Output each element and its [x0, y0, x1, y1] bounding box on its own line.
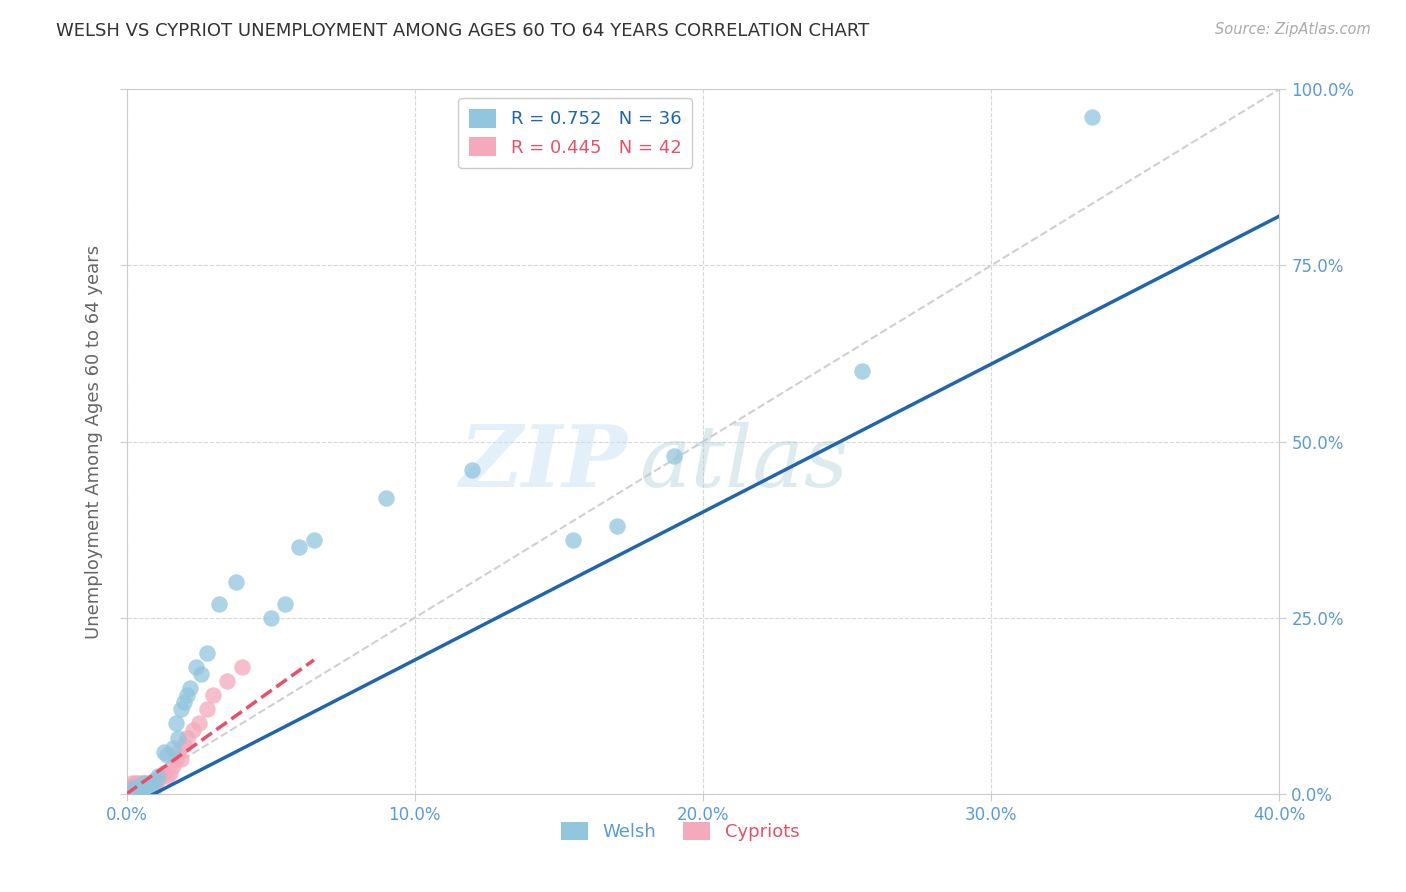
Point: [132, 776, 155, 790]
Point: [156, 769, 179, 783]
Point: [124, 780, 146, 794]
Point: [153, 765, 176, 780]
Point: [664, 449, 686, 463]
Point: [124, 783, 146, 797]
Point: [173, 695, 195, 709]
Point: [118, 780, 141, 794]
Point: [184, 660, 207, 674]
Point: [170, 702, 193, 716]
Point: [167, 731, 190, 745]
Point: [176, 688, 198, 702]
Point: [124, 776, 146, 790]
Point: [153, 745, 176, 759]
Point: [202, 688, 225, 702]
Point: [162, 758, 184, 772]
Point: [195, 702, 218, 716]
Point: [181, 723, 204, 738]
Point: [187, 716, 209, 731]
Point: [148, 772, 170, 787]
Point: [129, 776, 152, 790]
Point: [145, 780, 166, 794]
Point: [302, 533, 325, 548]
Point: [121, 780, 143, 794]
Point: [156, 748, 179, 763]
Point: [141, 776, 163, 790]
Point: [129, 783, 152, 797]
Point: [132, 780, 155, 794]
Point: [138, 776, 160, 790]
Point: [165, 716, 187, 731]
Point: [141, 780, 163, 794]
Point: [145, 776, 166, 790]
Point: [225, 575, 247, 590]
Point: [195, 646, 218, 660]
Point: [118, 783, 141, 797]
Point: [165, 751, 187, 765]
Point: [132, 776, 155, 790]
Point: [129, 783, 152, 797]
Point: [132, 780, 155, 794]
Point: [127, 783, 149, 797]
Point: [135, 776, 157, 790]
Point: [208, 597, 231, 611]
Legend: Welsh, Cypriots: Welsh, Cypriots: [554, 814, 807, 848]
Point: [121, 776, 143, 790]
Point: [159, 765, 181, 780]
Point: [124, 780, 146, 794]
Y-axis label: Unemployment Among Ages 60 to 64 years: Unemployment Among Ages 60 to 64 years: [84, 244, 103, 639]
Point: [127, 780, 149, 794]
Point: [288, 541, 311, 555]
Text: Source: ZipAtlas.com: Source: ZipAtlas.com: [1215, 22, 1371, 37]
Point: [127, 781, 149, 796]
Point: [259, 610, 281, 624]
Point: [173, 738, 195, 752]
Point: [132, 783, 155, 797]
Point: [217, 674, 239, 689]
Point: [176, 731, 198, 745]
Point: [162, 741, 184, 756]
Point: [138, 776, 160, 790]
Text: WELSH VS CYPRIOT UNEMPLOYMENT AMONG AGES 60 TO 64 YEARS CORRELATION CHART: WELSH VS CYPRIOT UNEMPLOYMENT AMONG AGES…: [56, 22, 869, 40]
Point: [179, 681, 201, 696]
Point: [170, 751, 193, 765]
Point: [150, 769, 173, 783]
Point: [148, 769, 170, 783]
Point: [138, 780, 160, 794]
Point: [374, 491, 398, 505]
Point: [135, 783, 157, 797]
Point: [190, 667, 212, 681]
Point: [129, 780, 152, 794]
Point: [121, 783, 143, 797]
Text: ZIP: ZIP: [460, 421, 628, 505]
Point: [145, 772, 166, 787]
Point: [1081, 111, 1104, 125]
Text: atlas: atlas: [640, 421, 849, 504]
Point: [562, 533, 585, 548]
Point: [127, 776, 149, 790]
Point: [851, 364, 873, 378]
Point: [121, 783, 143, 797]
Point: [167, 745, 190, 759]
Point: [461, 463, 484, 477]
Point: [135, 783, 157, 797]
Point: [274, 597, 297, 611]
Point: [141, 780, 163, 794]
Point: [231, 660, 253, 674]
Point: [606, 519, 628, 533]
